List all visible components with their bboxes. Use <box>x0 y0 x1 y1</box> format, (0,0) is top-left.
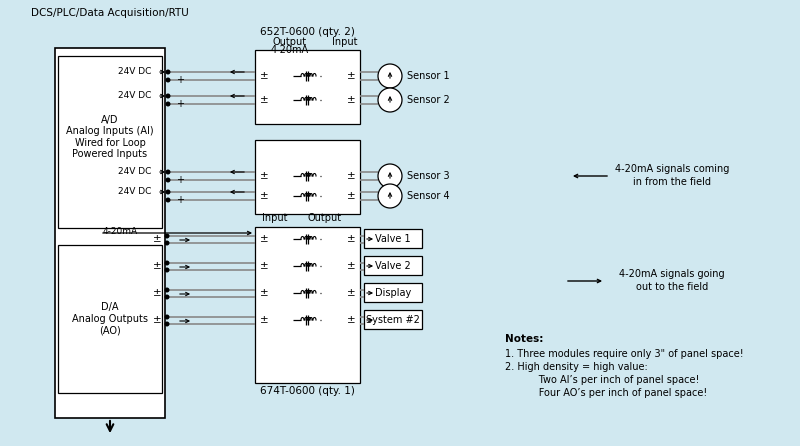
Text: ±: ± <box>346 191 355 201</box>
Text: ±: ± <box>346 171 355 181</box>
Text: Two AI’s per inch of panel space!: Two AI’s per inch of panel space! <box>520 375 699 385</box>
Bar <box>364 256 422 275</box>
Circle shape <box>165 268 170 273</box>
Circle shape <box>378 184 402 208</box>
Text: ±: ± <box>260 191 268 201</box>
Text: Sensor 1: Sensor 1 <box>407 71 450 81</box>
Text: 4-20mA signals going: 4-20mA signals going <box>619 269 725 279</box>
Circle shape <box>165 322 170 326</box>
Circle shape <box>166 70 170 74</box>
Text: System #2: System #2 <box>366 315 420 325</box>
Circle shape <box>165 234 170 239</box>
Text: Output: Output <box>308 213 342 223</box>
Text: 652T-0600 (qty. 2): 652T-0600 (qty. 2) <box>260 27 355 37</box>
Text: Sensor 4: Sensor 4 <box>407 191 450 201</box>
Text: 1. Three modules require only 3" of panel space!: 1. Three modules require only 3" of pane… <box>505 349 744 359</box>
Bar <box>364 229 422 248</box>
Text: Sensor 3: Sensor 3 <box>407 171 450 181</box>
Text: Valve 1: Valve 1 <box>375 234 411 244</box>
Text: ±: ± <box>153 234 162 244</box>
Circle shape <box>166 102 170 107</box>
Bar <box>55 48 165 418</box>
Circle shape <box>166 190 170 194</box>
Circle shape <box>166 178 170 182</box>
Text: out to the field: out to the field <box>636 282 708 292</box>
Text: ±: ± <box>346 234 355 244</box>
Circle shape <box>378 88 402 112</box>
Text: ±: ± <box>346 71 355 81</box>
Bar <box>58 56 162 228</box>
Circle shape <box>166 78 170 83</box>
Bar <box>255 227 360 383</box>
Text: ±: ± <box>260 315 268 325</box>
Text: 674T-0600 (qty. 1): 674T-0600 (qty. 1) <box>260 386 355 396</box>
Text: Four AO’s per inch of panel space!: Four AO’s per inch of panel space! <box>520 388 707 398</box>
Text: D/A
Analog Outputs
(AO): D/A Analog Outputs (AO) <box>72 302 148 335</box>
Text: 24V DC: 24V DC <box>118 91 152 100</box>
Text: ±: ± <box>346 315 355 325</box>
Circle shape <box>166 94 170 99</box>
Text: +: + <box>176 175 184 185</box>
Text: Input: Input <box>262 213 288 223</box>
Text: ±: ± <box>346 95 355 105</box>
Text: A/D
Analog Inputs (AI)
Wired for Loop
Powered Inputs: A/D Analog Inputs (AI) Wired for Loop Po… <box>66 115 154 159</box>
Circle shape <box>165 294 170 300</box>
Text: ±: ± <box>153 315 162 325</box>
Circle shape <box>165 314 170 319</box>
Text: Display: Display <box>375 288 411 298</box>
Circle shape <box>165 288 170 293</box>
Text: ±: ± <box>260 261 268 271</box>
Text: 24V DC: 24V DC <box>118 67 152 77</box>
Text: ±: ± <box>153 261 162 271</box>
Circle shape <box>378 164 402 188</box>
Text: ±: ± <box>346 288 355 298</box>
Text: ±: ± <box>260 95 268 105</box>
Text: Input: Input <box>332 37 358 47</box>
Text: Output: Output <box>273 37 307 47</box>
Text: 4-20mA: 4-20mA <box>271 45 309 55</box>
Text: +: + <box>176 195 184 205</box>
Text: 4-20mA: 4-20mA <box>102 227 138 235</box>
Text: 2. High density = high value:: 2. High density = high value: <box>505 362 648 372</box>
Bar <box>58 245 162 393</box>
Bar <box>255 140 360 214</box>
Text: ±: ± <box>260 71 268 81</box>
Bar <box>364 283 422 302</box>
Text: ±: ± <box>346 261 355 271</box>
Text: +: + <box>176 75 184 85</box>
Text: ±: ± <box>260 234 268 244</box>
Text: ±: ± <box>260 288 268 298</box>
Bar <box>255 50 360 124</box>
Text: Valve 2: Valve 2 <box>375 261 411 271</box>
Circle shape <box>378 64 402 88</box>
Circle shape <box>165 240 170 245</box>
Text: ±: ± <box>153 288 162 298</box>
Circle shape <box>166 169 170 174</box>
Bar <box>364 310 422 329</box>
Text: 24V DC: 24V DC <box>118 187 152 197</box>
Text: 24V DC: 24V DC <box>118 168 152 177</box>
Circle shape <box>166 198 170 202</box>
Text: +: + <box>176 99 184 109</box>
Text: ±: ± <box>260 171 268 181</box>
Text: DCS/PLC/Data Acquisition/RTU: DCS/PLC/Data Acquisition/RTU <box>31 8 189 18</box>
Text: Sensor 2: Sensor 2 <box>407 95 450 105</box>
Text: 4-20mA signals coming: 4-20mA signals coming <box>615 164 729 174</box>
Circle shape <box>165 260 170 265</box>
Text: Notes:: Notes: <box>505 334 543 344</box>
Text: in from the field: in from the field <box>633 177 711 187</box>
